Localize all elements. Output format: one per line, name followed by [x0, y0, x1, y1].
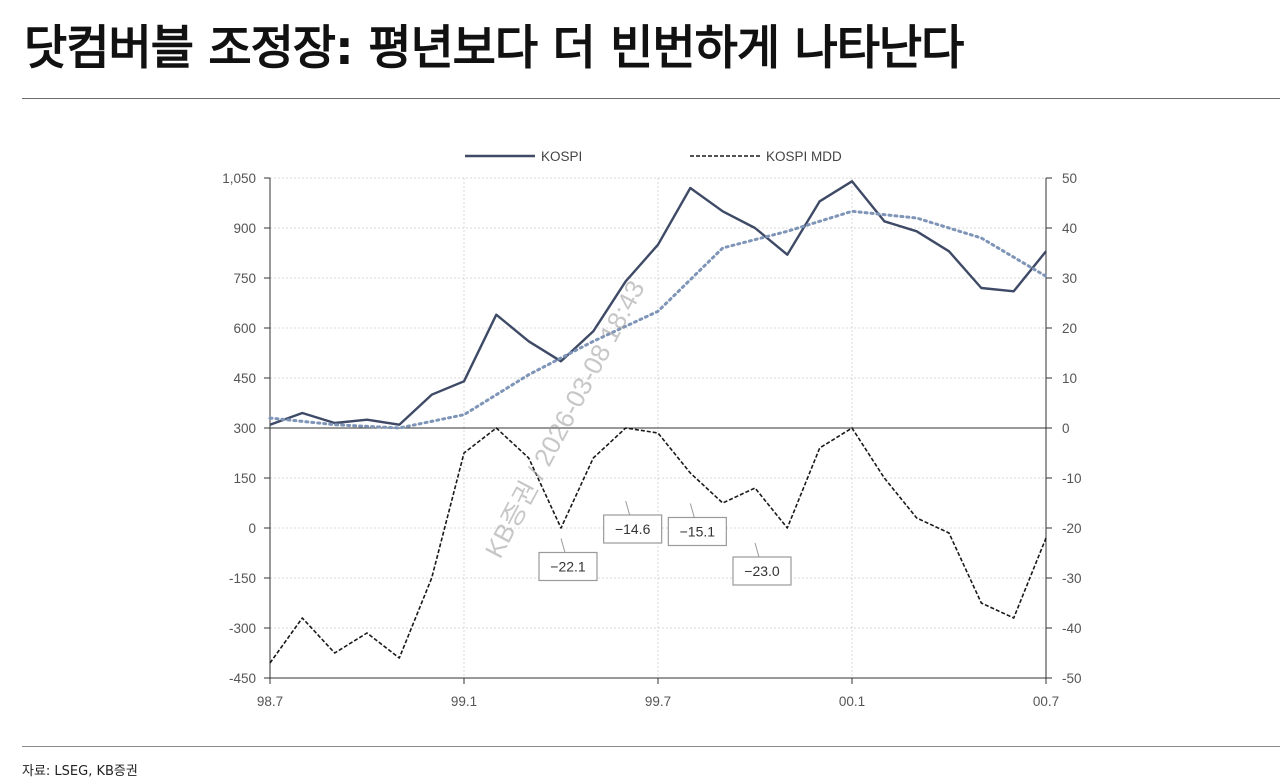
callout-pointer	[689, 503, 695, 518]
callout-label: −23.0	[744, 563, 780, 579]
callout-label: −22.1	[550, 559, 586, 575]
callout-label: −14.6	[615, 521, 651, 537]
y-left-tick-label: 1,050	[222, 171, 256, 186]
legend-label-mdd: KOSPI MDD	[766, 149, 842, 164]
y-right-tick-label: -10	[1062, 471, 1082, 486]
footer-divider	[22, 746, 1280, 747]
y-right-tick-label: 30	[1062, 271, 1077, 286]
y-right-tick-label: -20	[1062, 521, 1082, 536]
page-title: 닷컴버블 조정장: 평년보다 더 빈번하게 나타난다	[24, 21, 964, 76]
callout-box	[603, 514, 663, 544]
callout-box	[667, 516, 727, 547]
callout-label: −15.1	[680, 524, 716, 540]
y-left-tick-label: 150	[233, 471, 256, 486]
y-left-tick-label: 300	[233, 421, 256, 436]
legend: KOSPI KOSPI MDD	[465, 149, 842, 164]
y-left-tick-label: -150	[229, 571, 256, 586]
y-right-tick-label: -40	[1062, 621, 1082, 636]
y-right-tick-label: 50	[1062, 171, 1077, 186]
y-right-tick-label: 10	[1062, 371, 1077, 386]
y-left-tick-label: 600	[233, 321, 256, 336]
x-tick-label: 98.7	[257, 694, 283, 709]
y-left-tick-label: 0	[248, 521, 256, 536]
x-tick-label: 99.7	[645, 694, 671, 709]
kospi-line	[269, 180, 1047, 426]
callout-pointer	[625, 500, 631, 516]
axis-layer: 1,050 50 900 40 750 30 600 20 450 10 300 0 150 -10 0 -2…	[222, 171, 1081, 709]
y-left-tick-label: 750	[233, 271, 256, 286]
legend-label-kospi: KOSPI	[541, 149, 582, 164]
callout-pointer	[754, 542, 760, 558]
kospi-mdd-line	[269, 427, 1047, 664]
callout-pointer	[560, 538, 566, 553]
y-right-tick-label: 40	[1062, 221, 1077, 236]
series-layer	[268, 180, 1048, 664]
x-tick-label: 00.7	[1033, 694, 1059, 709]
y-right-tick-label: 20	[1062, 321, 1077, 336]
y-left-tick-label: 450	[233, 371, 256, 386]
y-right-tick-label: 0	[1062, 421, 1070, 436]
kospi-mdd-chart: 1,050 50 900 40 750 30 600 20 450 10 300 0 150 -10 0 -2…	[222, 149, 1081, 709]
callout-box	[538, 551, 598, 582]
y-left-tick-label: 900	[233, 221, 256, 236]
callout-box	[732, 556, 792, 586]
title-divider	[22, 98, 1280, 99]
callout-layer: −22.1 −14.6 −15.1 −23.0	[538, 500, 792, 586]
x-tick-label: 99.1	[451, 694, 477, 709]
kospi-trend-line	[268, 209, 1048, 430]
y-left-tick-label: -300	[229, 621, 256, 636]
x-tick-label: 00.1	[839, 694, 865, 709]
source-note: 자료: LSEG, KB증권	[22, 764, 138, 779]
y-right-tick-label: -50	[1062, 671, 1082, 686]
y-left-tick-label: -450	[229, 671, 256, 686]
y-right-tick-label: -30	[1062, 571, 1082, 586]
